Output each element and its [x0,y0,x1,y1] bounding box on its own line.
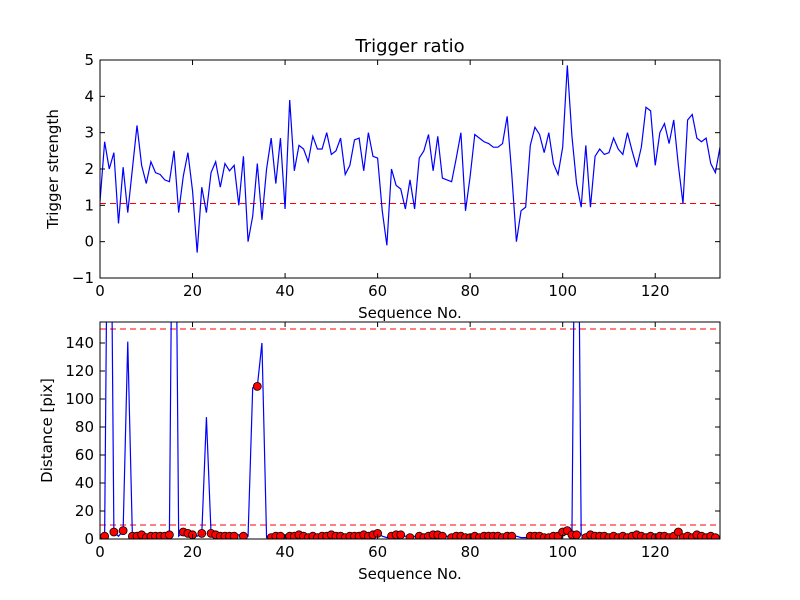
data-point [100,531,110,539]
x-tick-label: 40 [276,282,295,300]
data-point [437,531,447,539]
data-point [405,533,415,539]
x-tick-label: 80 [461,543,480,561]
y-tick-label: 2 [84,160,94,178]
y-axis-label: Trigger strength [44,109,62,230]
y-tick-label: 0 [84,530,94,548]
x-tick-label: 0 [95,543,105,561]
y-tick-label: 5 [84,51,94,69]
data-point [673,527,683,537]
data-point [572,530,581,539]
data-point [239,531,248,539]
x-tick-label: 80 [461,282,480,300]
series-line-0 [100,65,720,253]
y-axis-label: Distance [pix] [38,378,56,483]
x-tick-label: 120 [641,543,670,561]
y-tick-label: 40 [75,474,94,492]
chart-title: Trigger ratio [354,36,464,57]
data-point [252,381,262,391]
y-tick-label: 80 [75,418,94,436]
y-tick-label: −1 [72,269,94,287]
x-axis-label: Sequence No. [358,565,462,583]
y-tick-label: 20 [75,502,94,520]
axes-frame [99,59,721,279]
y-tick-label: 1 [84,196,94,214]
distance-panel: 0 20 40 60 80 100 120 0 20 40 60 80 100 120 140 Sequenc… [38,321,721,583]
y-tick-label: 0 [84,233,94,251]
y-tick-label: 4 [84,87,94,105]
data-point [276,531,285,539]
x-tick-label: 100 [548,543,577,561]
data-point [710,533,720,539]
data-point [507,531,517,539]
x-tick-label: 100 [548,282,577,300]
x-tick-label: 0 [95,282,105,300]
x-tick-label: 120 [641,282,670,300]
x-tick-label: 20 [183,282,202,300]
data-point [229,531,239,539]
series-line-0 [100,322,720,539]
y-tick-label: 3 [84,124,94,142]
data-point [118,526,128,535]
y-tick-label: 120 [65,362,94,380]
y-tick-label: 100 [65,390,94,408]
data-point [109,527,119,537]
plot-area [100,322,720,539]
y-tick-label: 60 [75,446,94,464]
x-tick-label: 60 [368,543,387,561]
axes-frame [99,321,721,540]
x-axis-label: Sequence No. [358,304,462,322]
data-point [396,530,406,539]
x-tick-label: 40 [276,543,295,561]
x-tick-label: 20 [183,543,202,561]
data-point [197,529,207,538]
data-point [165,530,174,539]
y-tick-label: 140 [65,334,94,352]
x-tick-label: 60 [368,282,387,300]
plot-area [100,65,720,253]
